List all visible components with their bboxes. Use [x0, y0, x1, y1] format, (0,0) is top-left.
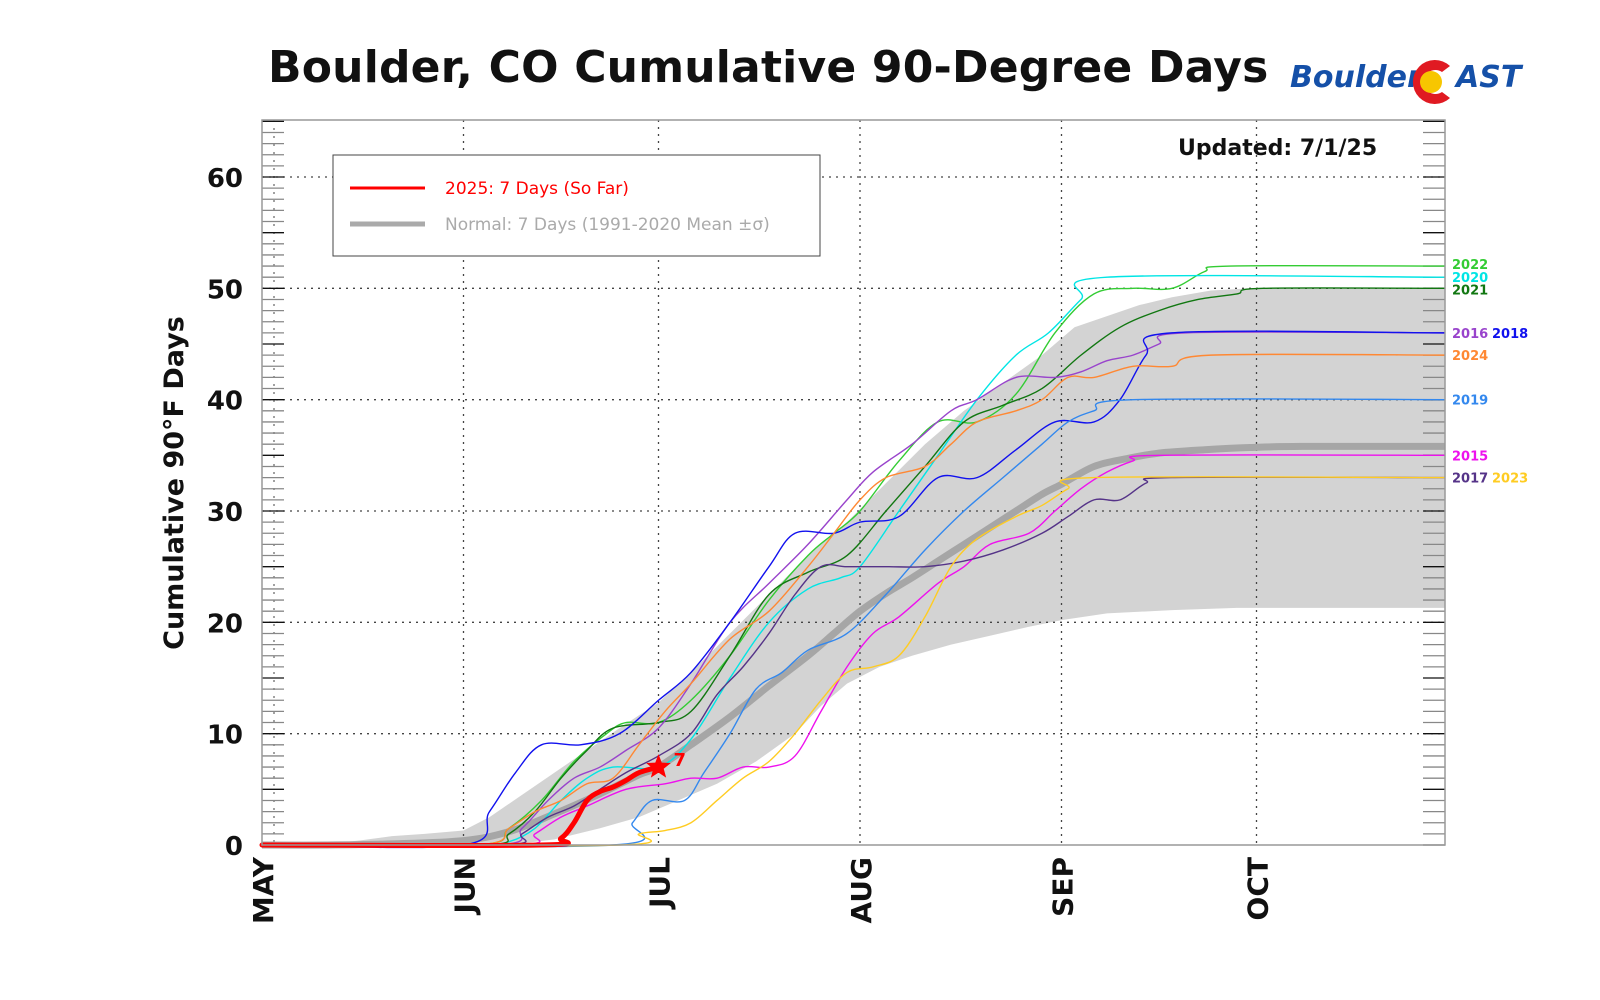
year-label-2024: 2024	[1452, 349, 1488, 364]
plot-frame	[261, 119, 1446, 846]
year-label-2015: 2015	[1452, 449, 1488, 464]
y-tick-labels: 0 10 20 30 40 50 60	[207, 164, 243, 862]
y-axis-label: Cumulative 90°F Days	[159, 316, 190, 650]
year-label-2020: 2020	[1452, 271, 1488, 286]
series-layer	[261, 264, 1446, 849]
x-tick-labels: MAY JUN JUL AUG SEP OCT	[247, 856, 1275, 924]
series-line-2023	[261, 476, 1446, 847]
y-tick-label: 0	[225, 832, 243, 862]
current-value-star-marker	[646, 754, 671, 778]
year-label-2019: 2019	[1452, 394, 1488, 409]
x-tick-label-jul: JUL	[644, 857, 677, 910]
y-tick-label: 10	[207, 721, 243, 751]
y-tick-label: 20	[207, 609, 243, 639]
legend-box	[332, 154, 821, 257]
legend-entry-2025: 2025: 7 Days (So Far)	[445, 179, 629, 199]
x-tick-label-may: MAY	[247, 856, 280, 924]
y-minor-ticks	[262, 120, 1445, 846]
logo-text-right: AST	[1456, 60, 1522, 95]
series-line-2024	[261, 353, 1446, 847]
year-label-2023: 2023	[1492, 472, 1528, 487]
colorado-c-icon	[1412, 60, 1450, 104]
series-line-2017	[261, 476, 1446, 847]
series-line-2021	[261, 287, 1446, 847]
year-label-2018: 2018	[1492, 327, 1528, 342]
current-value-label: 7	[674, 750, 687, 771]
x-tick-label-oct: OCT	[1242, 857, 1275, 920]
year-label-2017: 2017	[1452, 472, 1488, 487]
legend-entry-normal: Normal: 7 Days (1991-2020 Mean ±σ)	[445, 215, 770, 235]
series-line-2020	[261, 274, 1446, 846]
series-line-2016	[261, 331, 1446, 847]
y-tick-label: 40	[207, 387, 243, 417]
chart-title: Boulder, CO Cumulative 90-Degree Days	[268, 42, 1269, 93]
year-label-2016: 2016	[1452, 327, 1488, 342]
y-tick-label: 30	[207, 498, 243, 528]
legend: 2025: 7 Days (So Far) Normal: 7 Days (19…	[332, 154, 821, 257]
bouldercast-logo: Boulder AST	[1290, 52, 1530, 112]
x-tick-label-jun: JUN	[449, 857, 482, 916]
series-line-2019	[261, 398, 1446, 848]
y-tick-label: 60	[207, 164, 243, 194]
updated-annotation: Updated: 7/1/25	[1178, 136, 1377, 161]
year-label-2022: 2022	[1452, 258, 1488, 273]
x-tick-label-aug: AUG	[845, 857, 878, 924]
y-tick-label: 50	[207, 275, 243, 305]
logo-text-left: Boulder	[1290, 60, 1422, 95]
x-tick-label-sep: SEP	[1047, 857, 1080, 917]
year-label-2021: 2021	[1452, 283, 1488, 298]
